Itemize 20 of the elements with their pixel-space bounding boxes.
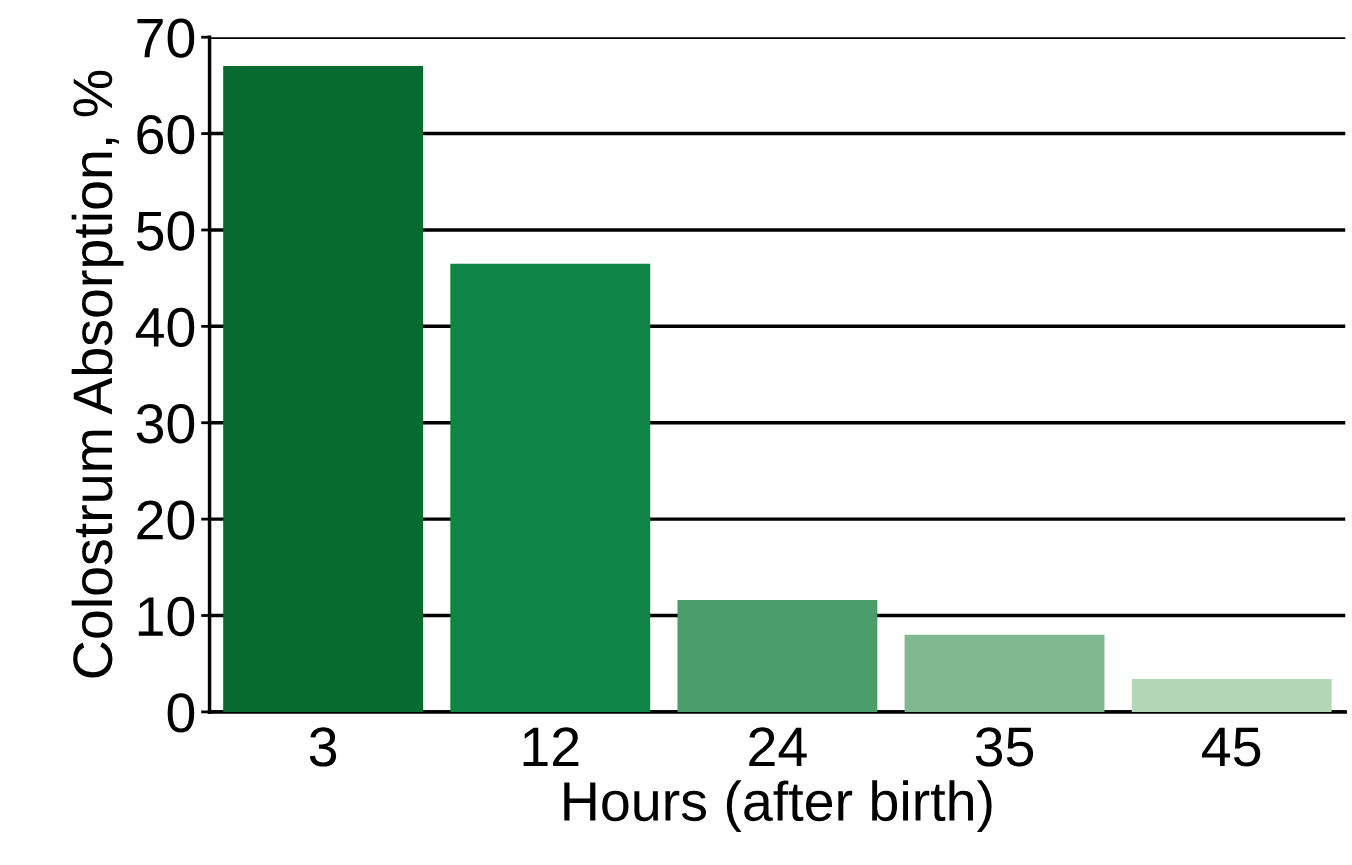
bar [1131, 679, 1332, 712]
y-tick-label: 30 [136, 404, 195, 444]
x-tick-label: 12 [523, 727, 579, 767]
y-tick-label: 60 [137, 114, 195, 155]
bar [450, 263, 651, 712]
bar [223, 66, 424, 712]
y-tick-label: 20 [137, 500, 195, 540]
y-tick-label: 40 [135, 307, 195, 348]
y-axis-title: Colostrum Absorption, % [71, 70, 124, 678]
y-tick-label: 10 [138, 596, 195, 637]
x-tick-label: 45 [1202, 727, 1261, 767]
x-tick-label: 24 [749, 727, 807, 767]
x-axis-title: Hours (after birth) [564, 780, 992, 833]
bar [677, 600, 878, 712]
y-tick-label: 70 [137, 18, 195, 58]
x-tick-label: 3 [309, 727, 337, 767]
y-tick-label: 50 [136, 211, 195, 251]
bar [904, 634, 1105, 712]
y-tick-label: 0 [167, 693, 195, 733]
x-tick-label: 35 [975, 727, 1034, 767]
